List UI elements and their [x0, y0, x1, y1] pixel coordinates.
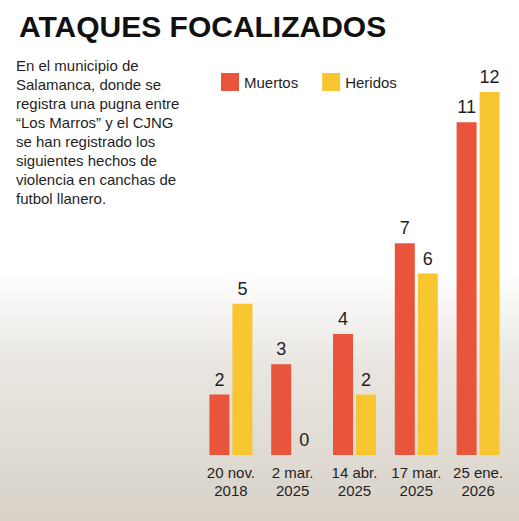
svg-text:12: 12 [480, 67, 500, 87]
svg-text:5: 5 [237, 279, 247, 299]
svg-text:siguientes hechos de: siguientes hechos de [16, 152, 161, 169]
svg-text:2 mar.: 2 mar. [272, 464, 314, 481]
svg-text:2026: 2026 [461, 482, 494, 499]
svg-text:2025: 2025 [338, 482, 371, 499]
svg-text:6: 6 [423, 249, 433, 269]
svg-text:2: 2 [361, 370, 371, 390]
svg-text:17 mar.: 17 mar. [391, 464, 441, 481]
svg-text:7: 7 [400, 218, 410, 238]
svg-text:Heridos: Heridos [345, 74, 397, 91]
svg-text:Muertos: Muertos [244, 74, 298, 91]
svg-text:“Los Marros” y el CJNG: “Los Marros” y el CJNG [16, 114, 178, 131]
svg-text:3: 3 [276, 339, 286, 359]
svg-text:ATAQUES FOCALIZADOS: ATAQUES FOCALIZADOS [19, 10, 386, 43]
svg-text:registra una pugna entre: registra una pugna entre [16, 95, 184, 112]
svg-text:14 abr.: 14 abr. [332, 464, 378, 481]
svg-text:violencia en canchas de: violencia en canchas de [16, 171, 180, 188]
svg-text:2025: 2025 [276, 482, 309, 499]
svg-text:futbol llanero.: futbol llanero. [16, 190, 106, 207]
svg-text:25 ene.: 25 ene. [453, 464, 503, 481]
svg-text:2025: 2025 [400, 482, 433, 499]
svg-text:se han registrado los: se han registrado los [16, 133, 159, 150]
svg-text:En el municipio de: En el municipio de [16, 57, 143, 74]
svg-text:Salamanca, donde se: Salamanca, donde se [16, 76, 165, 93]
svg-text:11: 11 [457, 97, 476, 117]
svg-text:2018: 2018 [214, 482, 247, 499]
svg-text:2: 2 [214, 370, 224, 390]
svg-text:4: 4 [338, 309, 348, 329]
svg-text:20 nov.: 20 nov. [207, 464, 255, 481]
svg-text:0: 0 [299, 430, 309, 450]
